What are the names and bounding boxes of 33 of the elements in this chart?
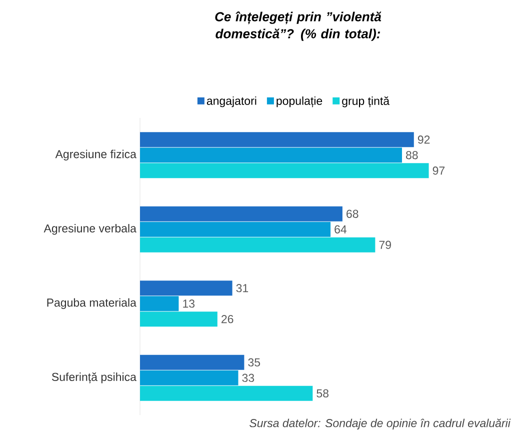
y-tick-label: Agresiune verbala xyxy=(44,224,136,235)
bar xyxy=(140,237,376,252)
data-label: 33 xyxy=(242,374,254,382)
legend-label: populație xyxy=(276,96,322,108)
data-label: 88 xyxy=(406,151,418,160)
data-label: 68 xyxy=(346,210,358,218)
text: Sursa datelor: Sondaje de opinie în cadrul evaluării xyxy=(250,418,511,430)
bar xyxy=(140,132,414,148)
bar xyxy=(140,386,313,401)
data-label: 13 xyxy=(183,300,195,308)
data-label: 35 xyxy=(248,358,260,366)
bar xyxy=(140,296,179,312)
data-label: 79 xyxy=(379,240,391,249)
bar xyxy=(140,354,244,370)
y-tick-label: Paguba materiala xyxy=(47,298,136,309)
data-label: 31 xyxy=(236,284,248,292)
bar xyxy=(140,148,402,163)
bar xyxy=(140,280,232,296)
bar xyxy=(140,222,331,237)
data-label: 97 xyxy=(432,166,445,175)
legend-label: angajatori xyxy=(206,96,256,108)
data-label: 92 xyxy=(418,136,430,144)
data-label: 64 xyxy=(334,225,347,234)
bar xyxy=(140,163,429,178)
y-tick-label: Suferință psihica xyxy=(52,372,136,384)
data-label: 58 xyxy=(316,389,328,398)
bar xyxy=(140,312,218,327)
legend-label: grup țintă xyxy=(342,96,390,108)
data-label: 26 xyxy=(222,315,234,324)
bar xyxy=(140,370,238,386)
y-tick-label: Agresiune fizica xyxy=(55,150,136,160)
chart-title: Ce înțelegeți prin ”violentă domestică”? (% din total): xyxy=(215,12,382,41)
bar xyxy=(140,206,342,222)
